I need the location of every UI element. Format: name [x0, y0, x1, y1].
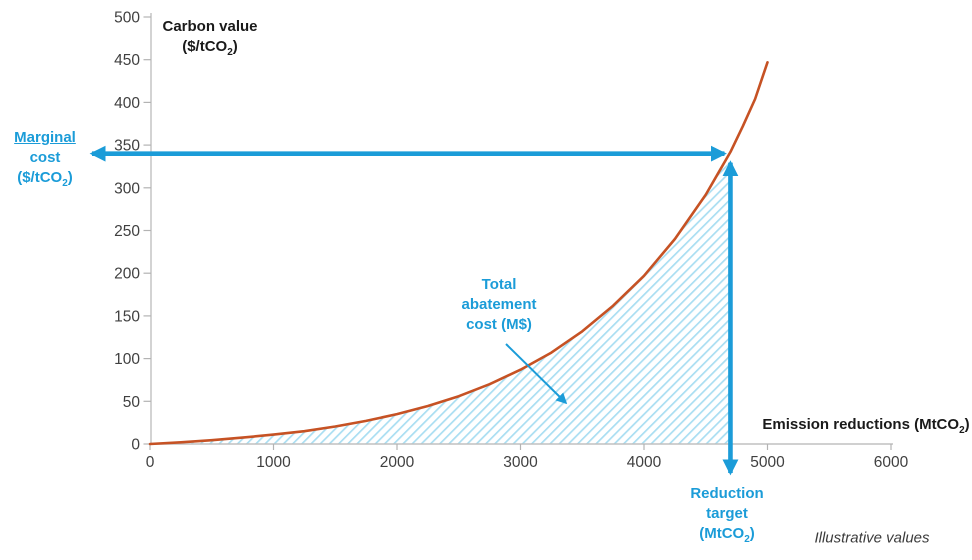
y-axis-unit-post: )	[232, 38, 238, 55]
marginal-cost-unit-sub: 2	[62, 178, 68, 189]
y-tick-label: 500	[114, 10, 140, 27]
reduction-target-label-unit: (MtCO2)	[690, 524, 763, 550]
y-axis-title-unit: ($/tCO2)	[162, 37, 257, 63]
marginal-cost-unit-pre: ($/tCO	[17, 169, 63, 186]
reduction-target-label: Reduction target (MtCO2)	[690, 484, 763, 550]
y-tick-label: 100	[114, 351, 140, 368]
total-abatement-label-line2: abatement	[461, 296, 537, 313]
y-axis-title-line1: Carbon value	[162, 18, 258, 35]
x-tick-label: 3000	[503, 454, 538, 471]
illustrative-values-note: Illustrative values	[814, 529, 930, 547]
x-tick-label: 5000	[750, 454, 785, 471]
marginal-cost-label-line1: Marginal	[14, 129, 76, 146]
total-abatement-label-line3: cost (M$)	[466, 316, 532, 333]
x-axis-title: Emission reductions (MtCO2)	[762, 415, 969, 441]
x-tick-label: 0	[146, 454, 155, 471]
y-axis-unit-pre: ($/tCO	[182, 38, 228, 55]
marginal-cost-label-line2: cost	[29, 149, 61, 166]
reduction-target-label-line2: target	[706, 505, 748, 522]
y-tick-label: 0	[131, 437, 140, 454]
x-axis-label-pre: Emission reductions (MtCO	[762, 416, 960, 433]
x-tick-label: 2000	[380, 454, 415, 471]
y-tick-label: 150	[114, 308, 140, 325]
y-tick-label: 200	[114, 266, 140, 283]
marginal-cost-label-unit: ($/tCO2)	[14, 168, 76, 194]
reduction-target-unit-post: )	[749, 525, 755, 542]
total-abatement-area	[150, 151, 731, 444]
marginal-cost-unit-post: )	[67, 169, 73, 186]
y-tick-label: 450	[114, 52, 140, 69]
y-tick-label: 400	[114, 95, 140, 112]
y-tick-label: 50	[123, 394, 141, 411]
total-abatement-label-line1: Total	[481, 276, 517, 293]
x-tick-label: 1000	[256, 454, 291, 471]
total-abatement-label: Total abatement cost (M$)	[461, 275, 536, 335]
y-axis-unit-sub: 2	[227, 47, 233, 58]
reduction-target-unit-pre: (MtCO	[699, 525, 745, 542]
x-axis-label-sub: 2	[959, 425, 965, 436]
y-tick-label: 300	[114, 180, 140, 197]
reduction-target-unit-sub: 2	[744, 534, 750, 545]
reduction-target-label-line1: Reduction	[690, 485, 764, 502]
y-tick-label: 250	[114, 223, 140, 240]
x-axis-label-post: )	[964, 416, 970, 433]
x-tick-label: 4000	[627, 454, 662, 471]
marginal-cost-curve	[148, 61, 769, 446]
x-tick-label: 6000	[874, 454, 909, 471]
total-abatement-arrow	[505, 343, 568, 405]
y-axis-title: Carbon value ($/tCO2)	[162, 17, 257, 63]
marginal-cost-label: Marginal cost ($/tCO2)	[14, 128, 76, 194]
